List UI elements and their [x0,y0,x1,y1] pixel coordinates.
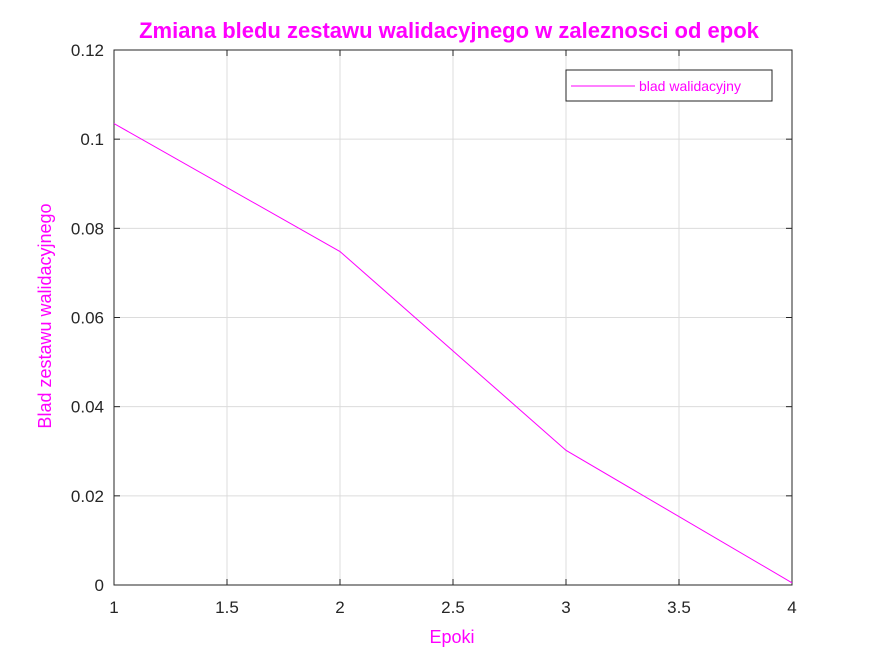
x-axis-label: Epoki [429,627,474,647]
x-tick-label: 3.5 [667,598,691,617]
series-line [113,123,793,584]
x-tick-label: 1.5 [215,598,239,617]
axis-ticks: 1 1.5 2 2.5 3 3.5 4 0 0.02 0.04 0.06 0.08 0.1 0.12 [71,41,797,617]
legend: blad walidacyjny [565,69,773,102]
y-tick-label: 0.02 [71,487,104,506]
x-tick-label: 4 [787,598,796,617]
y-tick-label: 0.04 [71,398,104,417]
grid-lines [114,50,792,585]
y-tick-label: 0.12 [71,41,104,60]
y-tick-label: 0.1 [80,130,104,149]
x-tick-label: 3 [561,598,570,617]
y-axis-label: Blad zestawu walidacyjnego [35,203,55,428]
data-series [113,123,793,584]
y-tick-label: 0.06 [71,309,104,328]
y-tick-label: 0 [95,576,104,595]
x-tick-label: 1 [109,598,118,617]
chart-title: Zmiana bledu zestawu walidacyjnego w zal… [139,18,760,43]
y-tick-label: 0.08 [71,219,104,238]
x-tick-label: 2.5 [441,598,465,617]
legend-entry-label: blad walidacyjny [639,78,741,94]
x-tick-label: 2 [335,598,344,617]
